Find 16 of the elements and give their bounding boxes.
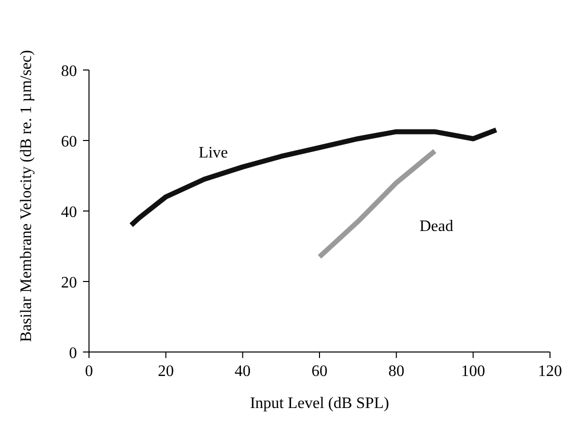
y-tick-label: 60 <box>61 134 77 150</box>
x-axis-title: Input Level (dB SPL) <box>250 395 390 412</box>
x-tick-label: 80 <box>388 363 404 380</box>
x-tick-label: 100 <box>461 363 486 380</box>
y-axis-title: Basilar Membrane Velocity (dB re. 1 µm/sec) <box>18 50 35 342</box>
x-tick-label: 0 <box>85 363 93 380</box>
y-tick-label: 80 <box>61 63 77 80</box>
y-tick-label: 40 <box>61 204 77 221</box>
x-tick-label: 60 <box>312 363 328 380</box>
series-label: Live <box>198 144 228 162</box>
text: Dead <box>419 218 454 235</box>
y-tick-label: 0 <box>69 345 77 362</box>
x-tick-label: 120 <box>538 363 562 380</box>
x-tick-label: 40 <box>234 363 251 380</box>
y-tick-label: 20 <box>61 274 77 292</box>
x-tick-label: 20 <box>158 363 174 380</box>
